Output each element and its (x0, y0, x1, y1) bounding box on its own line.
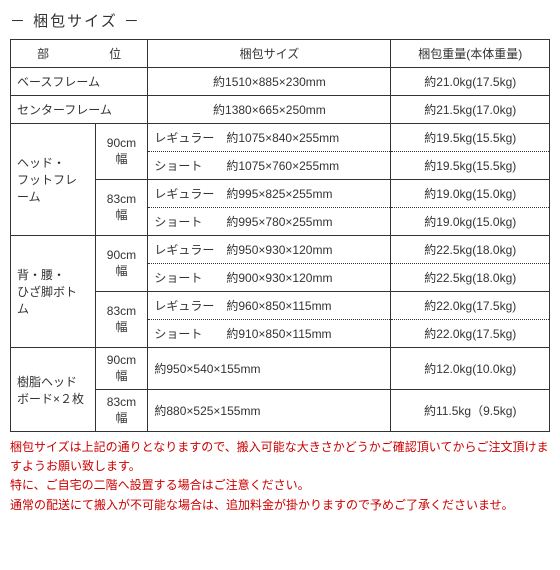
table-row: ヘッド・フットフレーム 90cm幅 レギュラー約1075×840×255mm 約… (11, 124, 550, 152)
cell-part: ベースフレーム (11, 68, 148, 96)
cell-part: 樹脂ヘッドボード×２枚 (11, 348, 96, 432)
cell-width: 90cm幅 (95, 236, 148, 292)
cell-weight: 約11.5kg（9.5kg) (391, 390, 550, 432)
notice-text: 梱包サイズは上記の通りとなりますので、搬入可能な大きさかどうかご確認頂いてからご… (10, 438, 550, 515)
table-row: センターフレーム 約1380×665×250mm 約21.5kg(17.0kg) (11, 96, 550, 124)
cell-size: レギュラー約950×930×120mm (148, 236, 391, 264)
table-row: 背・腰・ひざ脚ボトム 90cm幅 レギュラー約950×930×120mm 約22… (11, 236, 550, 264)
header-weight: 梱包重量(本体重量) (391, 40, 550, 68)
packaging-table: 部 位 梱包サイズ 梱包重量(本体重量) ベースフレーム 約1510×885×2… (10, 39, 550, 432)
cell-width: 83cm幅 (95, 390, 148, 432)
header-part: 部 位 (11, 40, 148, 68)
table-header-row: 部 位 梱包サイズ 梱包重量(本体重量) (11, 40, 550, 68)
cell-size: ショート約1075×760×255mm (148, 152, 391, 180)
cell-part: ヘッド・フットフレーム (11, 124, 96, 236)
cell-size: 約950×540×155mm (148, 348, 391, 390)
cell-width: 83cm幅 (95, 292, 148, 348)
cell-size: レギュラー約960×850×115mm (148, 292, 391, 320)
table-row: 樹脂ヘッドボード×２枚 90cm幅 約950×540×155mm 約12.0kg… (11, 348, 550, 390)
table-row: ベースフレーム 約1510×885×230mm 約21.0kg(17.5kg) (11, 68, 550, 96)
cell-part: センターフレーム (11, 96, 148, 124)
cell-weight: 約22.5kg(18.0kg) (391, 236, 550, 264)
cell-size: ショート約910×850×115mm (148, 320, 391, 348)
cell-width: 83cm幅 (95, 180, 148, 236)
cell-size: ショート約900×930×120mm (148, 264, 391, 292)
header-size: 梱包サイズ (148, 40, 391, 68)
cell-weight: 約19.0kg(15.0kg) (391, 180, 550, 208)
cell-weight: 約19.5kg(15.5kg) (391, 124, 550, 152)
cell-weight: 約19.5kg(15.5kg) (391, 152, 550, 180)
cell-weight: 約21.0kg(17.5kg) (391, 68, 550, 96)
cell-width: 90cm幅 (95, 124, 148, 180)
cell-weight: 約22.0kg(17.5kg) (391, 320, 550, 348)
cell-size: ショート約995×780×255mm (148, 208, 391, 236)
cell-weight: 約12.0kg(10.0kg) (391, 348, 550, 390)
cell-size: 約880×525×155mm (148, 390, 391, 432)
cell-weight: 約21.5kg(17.0kg) (391, 96, 550, 124)
cell-part: 背・腰・ひざ脚ボトム (11, 236, 96, 348)
cell-width: 90cm幅 (95, 348, 148, 390)
cell-weight: 約22.5kg(18.0kg) (391, 264, 550, 292)
cell-size: 約1380×665×250mm (148, 96, 391, 124)
cell-weight: 約22.0kg(17.5kg) (391, 292, 550, 320)
cell-size: 約1510×885×230mm (148, 68, 391, 96)
section-title: － 梱包サイズ － (10, 10, 550, 31)
cell-size: レギュラー約995×825×255mm (148, 180, 391, 208)
cell-weight: 約19.0kg(15.0kg) (391, 208, 550, 236)
cell-size: レギュラー約1075×840×255mm (148, 124, 391, 152)
